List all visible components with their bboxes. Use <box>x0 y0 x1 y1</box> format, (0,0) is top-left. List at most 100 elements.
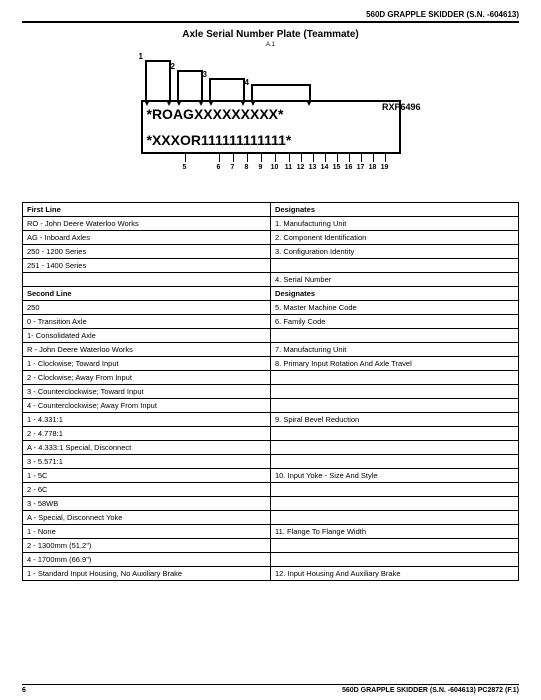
cell-left: 2 - 4.778:1 <box>23 427 271 441</box>
cell-right: 2. Component Identification <box>271 231 519 245</box>
cell-right: 3. Configuration Identity <box>271 245 519 259</box>
table-row: 4. Serial Number <box>23 273 519 287</box>
tick <box>373 154 374 162</box>
cell-right: Designates <box>271 203 519 217</box>
cell-left: AG - Inboard Axles <box>23 231 271 245</box>
rxp-code: RXP6496 <box>382 102 421 112</box>
tick <box>325 154 326 162</box>
table-row: RO - John Deere Waterloo Works1. Manufac… <box>23 217 519 231</box>
tick <box>337 154 338 162</box>
cell-right <box>271 259 519 273</box>
cell-left: 0 - Transition Axle <box>23 315 271 329</box>
bottom-number: 13 <box>307 164 319 171</box>
table-row: 2505. Master Machine Code <box>23 301 519 315</box>
cell-left: 3 - 58WB <box>23 497 271 511</box>
cell-right <box>271 371 519 385</box>
cell-right: 7. Manufacturing Unit <box>271 343 519 357</box>
bottom-number: 19 <box>379 164 391 171</box>
table-row: 3 - Counterclockwise; Toward Input <box>23 385 519 399</box>
cell-right <box>271 511 519 525</box>
cell-left: R - John Deere Waterloo Works <box>23 343 271 357</box>
table-row: 3 - 58WB <box>23 497 519 511</box>
plate-line-2: *XXXOR111111111111* <box>147 132 292 148</box>
tick <box>289 154 290 162</box>
cell-left: 3 - Counterclockwise; Toward Input <box>23 385 271 399</box>
table-row: 3 - 5.571:1 <box>23 455 519 469</box>
tick <box>385 154 386 162</box>
table-row: 251 - 1400 Series <box>23 259 519 273</box>
table-row: 0 - Transition Axle6. Family Code <box>23 315 519 329</box>
cell-right <box>271 329 519 343</box>
tick <box>361 154 362 162</box>
callout-3: 3 <box>209 78 245 100</box>
callout-1: 1 <box>145 60 171 100</box>
bottom-number: 7 <box>227 164 239 171</box>
bottom-number: 5 <box>179 164 191 171</box>
table-row: 2 - 4.778:1 <box>23 427 519 441</box>
cell-right <box>271 539 519 553</box>
cell-left: 1 - None <box>23 525 271 539</box>
cell-right: 9. Spiral Bevel Reduction <box>271 413 519 427</box>
tick <box>301 154 302 162</box>
cell-right: 5. Master Machine Code <box>271 301 519 315</box>
cell-left: RO - John Deere Waterloo Works <box>23 217 271 231</box>
bottom-number: 10 <box>269 164 281 171</box>
serial-plate-diagram: 1 2 3 4 *ROAGXXXXXXXXX* *XXXOR1111111111… <box>121 52 421 192</box>
cell-left: A - 4.333:1 Special, Disconnect <box>23 441 271 455</box>
table-row: 1 - 4.331:19. Spiral Bevel Reduction <box>23 413 519 427</box>
table-row: 1 - Clockwise; Toward Input8. Primary In… <box>23 357 519 371</box>
bottom-number: 17 <box>355 164 367 171</box>
cell-right: 6. Family Code <box>271 315 519 329</box>
table-row: 1 - None11. Flange To Flange Width <box>23 525 519 539</box>
cell-left: 2 - Clockwise; Away From Input <box>23 371 271 385</box>
cell-right <box>271 385 519 399</box>
page-title: Axle Serial Number Plate (Teammate) <box>22 29 519 40</box>
cell-left: 1 - 5C <box>23 469 271 483</box>
cell-right <box>271 455 519 469</box>
cell-right <box>271 553 519 567</box>
table-row: 1 - 5C10. Input Yoke - Size And Style <box>23 469 519 483</box>
cell-right: 11. Flange To Flange Width <box>271 525 519 539</box>
bottom-number: 14 <box>319 164 331 171</box>
cell-left: 250 - 1200 Series <box>23 245 271 259</box>
serial-plate: *ROAGXXXXXXXXX* *XXXOR111111111111* <box>141 100 401 154</box>
page-header: 560D GRAPPLE SKIDDER (S.N. -604613) <box>22 10 519 23</box>
bottom-number: 8 <box>241 164 253 171</box>
cell-left: 1 - 4.331:1 <box>23 413 271 427</box>
table-row: 2 - 6C <box>23 483 519 497</box>
cell-left: 251 - 1400 Series <box>23 259 271 273</box>
cell-right: Designates <box>271 287 519 301</box>
table-row: 2 - 1300mm (51.2") <box>23 539 519 553</box>
tick <box>233 154 234 162</box>
plate-line-1: *ROAGXXXXXXXXX* <box>147 106 284 122</box>
callout-2: 2 <box>177 70 203 100</box>
table-row: A - 4.333:1 Special, Disconnect <box>23 441 519 455</box>
cell-right <box>271 427 519 441</box>
cell-right <box>271 399 519 413</box>
tick <box>219 154 220 162</box>
cell-right: 12. Input Housing And Auxiliary Brake <box>271 567 519 581</box>
page-footer: 6 560D GRAPPLE SKIDDER (S.N. -604613) PC… <box>22 684 519 694</box>
bottom-number: 11 <box>283 164 295 171</box>
cell-right <box>271 441 519 455</box>
bottom-number: 12 <box>295 164 307 171</box>
cell-right <box>271 483 519 497</box>
bottom-number: 18 <box>367 164 379 171</box>
table-row: First LineDesignates <box>23 203 519 217</box>
cell-left: Second Line <box>23 287 271 301</box>
cell-left: 2 - 6C <box>23 483 271 497</box>
cell-left: 4 - Counterclockwise; Away From Input <box>23 399 271 413</box>
cell-left: 1 - Standard Input Housing, No Auxiliary… <box>23 567 271 581</box>
cell-left: 1 - Clockwise; Toward Input <box>23 357 271 371</box>
table-row: R - John Deere Waterloo Works7. Manufact… <box>23 343 519 357</box>
cell-left: A - Special, Disconnect Yoke <box>23 511 271 525</box>
table-row: 1- Consolidated Axle <box>23 329 519 343</box>
cell-right <box>271 497 519 511</box>
cell-left: First Line <box>23 203 271 217</box>
table-row: 250 - 1200 Series3. Configuration Identi… <box>23 245 519 259</box>
table-row: 4 - Counterclockwise; Away From Input <box>23 399 519 413</box>
bottom-number: 9 <box>255 164 267 171</box>
table-row: 2 - Clockwise; Away From Input <box>23 371 519 385</box>
table-row: A - Special, Disconnect Yoke <box>23 511 519 525</box>
tick <box>313 154 314 162</box>
